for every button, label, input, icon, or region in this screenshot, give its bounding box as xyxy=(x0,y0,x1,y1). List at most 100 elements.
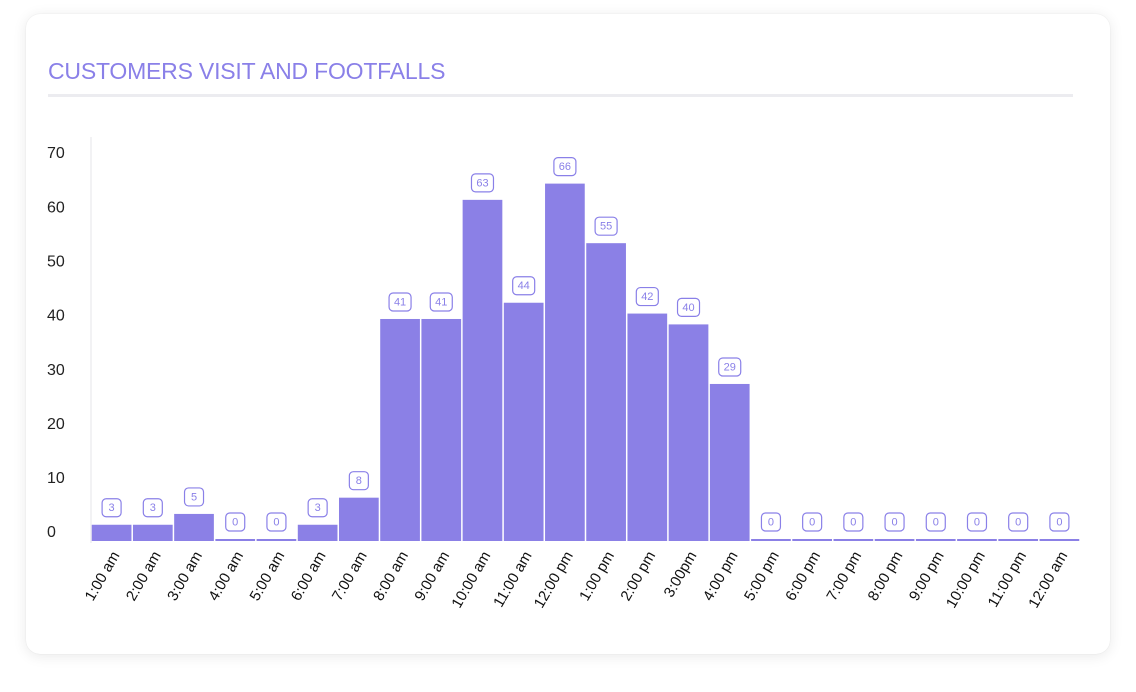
bar xyxy=(503,302,544,541)
x-tick-label: 4:00 pm xyxy=(700,548,742,603)
data-label: 0 xyxy=(1056,516,1062,528)
y-tick-label: 30 xyxy=(47,362,65,379)
data-label-box xyxy=(101,498,122,518)
bar xyxy=(709,383,750,541)
x-tick-label: 6:00 pm xyxy=(782,548,824,603)
title-divider xyxy=(48,94,1073,97)
data-label: 40 xyxy=(682,302,694,314)
bar xyxy=(380,318,420,541)
data-label-box xyxy=(1008,512,1029,532)
data-label-box xyxy=(307,498,328,518)
bar xyxy=(421,318,462,541)
bar xyxy=(132,524,173,541)
data-label: 44 xyxy=(518,280,530,292)
data-label: 0 xyxy=(809,516,815,528)
data-label-box xyxy=(676,297,701,317)
x-tick-label: 1:00 pm xyxy=(576,548,618,603)
data-label: 0 xyxy=(974,516,980,528)
x-tick-label: 3:00pm xyxy=(661,548,701,600)
data-label-box xyxy=(925,512,946,532)
data-label-box xyxy=(843,512,864,532)
x-tick-label: 8:00 am xyxy=(370,548,412,603)
bar xyxy=(174,513,214,541)
data-label: 0 xyxy=(933,516,939,528)
data-label: 3 xyxy=(150,502,156,514)
data-label-box xyxy=(348,471,369,491)
x-tick-label: 5:00 am xyxy=(247,548,289,603)
x-tick-label: 12:00 pm xyxy=(531,548,577,611)
y-tick-label: 50 xyxy=(47,253,65,270)
bar xyxy=(792,539,832,541)
data-label-box xyxy=(470,173,495,193)
bar xyxy=(586,243,626,542)
data-label-box xyxy=(635,286,659,307)
x-tick-label: 6:00 am xyxy=(288,548,330,603)
data-label-box xyxy=(1049,512,1070,532)
y-tick-label: 0 xyxy=(47,524,56,541)
bar xyxy=(957,539,997,541)
x-tick-label: 10:00 am xyxy=(448,548,494,611)
bar xyxy=(297,524,338,541)
data-label-box xyxy=(512,276,536,296)
data-label: 0 xyxy=(892,516,898,528)
bar xyxy=(668,324,709,541)
x-tick-label: 2:00 am xyxy=(123,548,165,603)
data-label: 29 xyxy=(724,361,736,373)
data-label-box xyxy=(760,512,782,532)
data-label: 0 xyxy=(768,516,774,528)
bar xyxy=(627,313,668,541)
data-label: 0 xyxy=(273,516,279,528)
y-tick-label: 20 xyxy=(47,416,65,433)
data-label-box xyxy=(884,512,905,532)
data-label-box xyxy=(225,512,246,532)
x-tick-label: 4:00 am xyxy=(205,548,247,603)
x-tick-label: 3:00 am xyxy=(164,548,206,603)
x-tick-label: 9:00 am xyxy=(411,548,453,603)
x-tick-label: 10:00 pm xyxy=(943,548,989,611)
data-label: 55 xyxy=(600,221,612,233)
bar xyxy=(874,539,915,541)
bar xyxy=(545,183,585,542)
data-label: 41 xyxy=(394,296,406,308)
data-label-box xyxy=(266,512,287,532)
x-tick-label: 7:00 am xyxy=(329,548,371,603)
bar xyxy=(339,497,379,541)
data-label-box xyxy=(183,487,205,507)
y-tick-label: 40 xyxy=(47,308,65,325)
data-label-box xyxy=(553,157,577,177)
bar xyxy=(91,524,132,541)
data-label: 8 xyxy=(356,475,362,487)
data-label-box xyxy=(594,216,618,236)
data-label: 0 xyxy=(1015,516,1021,528)
bar xyxy=(998,539,1039,541)
bar xyxy=(462,199,503,542)
bar xyxy=(1039,539,1080,541)
x-tick-label: 8:00 pm xyxy=(865,548,907,603)
data-label: 0 xyxy=(850,516,856,528)
data-label-box xyxy=(388,292,412,312)
data-label: 3 xyxy=(109,502,115,514)
data-label-box xyxy=(429,292,453,312)
bar xyxy=(833,539,874,541)
data-label: 3 xyxy=(315,502,321,514)
data-label: 5 xyxy=(191,491,197,503)
bar xyxy=(256,539,297,541)
data-label-box xyxy=(718,357,742,377)
data-label: 63 xyxy=(476,177,488,189)
data-label: 0 xyxy=(232,516,238,528)
bar xyxy=(751,539,791,541)
x-tick-label: 11:00 am xyxy=(490,548,535,610)
data-label: 66 xyxy=(559,161,571,173)
y-tick-label: 60 xyxy=(47,199,65,216)
x-tick-label: 7:00 pm xyxy=(823,548,865,603)
x-tick-label: 2:00 pm xyxy=(617,548,659,603)
card-title: CUSTOMERS VISIT AND FOOTFALLS xyxy=(48,58,446,84)
data-label: 41 xyxy=(435,296,447,308)
y-tick-label: 10 xyxy=(47,470,65,487)
x-tick-label: 5:00 pm xyxy=(741,548,783,603)
data-label-box xyxy=(966,512,988,532)
y-tick-label: 70 xyxy=(47,145,65,162)
x-tick-label: 11:00 pm xyxy=(985,548,1030,610)
bar xyxy=(215,539,256,541)
